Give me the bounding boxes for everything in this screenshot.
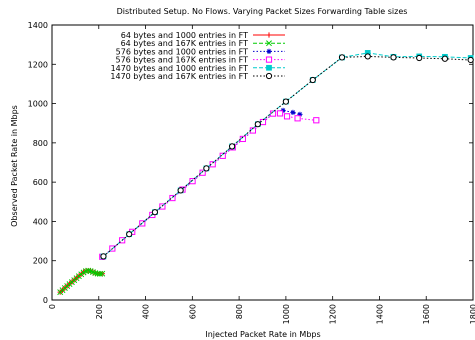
data-point [94,270,101,277]
data-point [189,178,196,185]
y-tick-label: 0 [43,296,48,305]
data-point [126,231,133,238]
legend-label: 64 bytes and 1000 entries in FT [121,31,248,40]
x-tick-label: 200 [95,304,104,319]
y-tick-label: 800 [33,139,48,148]
legend-item: 1470 bytes and 167K entries in FT [110,72,285,81]
data-point [441,55,449,62]
data-point [276,110,284,117]
plot-border [51,24,474,301]
data-point [169,194,176,202]
legend-label: 576 bytes and 1000 entries in FT [116,47,248,56]
data-point [294,115,301,122]
series-4 [99,110,320,260]
x-axis-label: Injected Packet Rate in Mbps [205,330,320,339]
legend-marker [265,72,273,80]
legend-label: 576 bytes and 167K entries in FT [115,56,248,65]
data-point [199,169,206,176]
data-point [283,113,291,120]
data-point [338,54,346,61]
legend-label: 1470 bytes and 1000 entries in FT [111,64,249,73]
legend-marker [266,64,272,71]
x-tick-label: 1800 [469,304,475,324]
series-line [101,112,317,258]
series-line [103,55,471,257]
legend-label: 1470 bytes and 167K entries in FT [110,72,248,81]
data-point [96,270,103,277]
data-point [364,53,371,60]
data-point [219,152,226,159]
chart-title: Distributed Setup. No Flows. Varying Pac… [117,7,408,16]
data-point [209,161,216,168]
x-tick-label: 800 [235,304,244,319]
data-point [309,76,316,84]
series-6 [100,53,474,260]
legend-item: 576 bytes and 1000 entries in FT [116,47,285,56]
plot-frame [51,24,474,301]
data-point [203,165,210,172]
legend-marker [266,32,272,38]
x-tick-label: 1400 [375,304,384,324]
y-tick-label: 600 [33,178,48,187]
legend-item: 1470 bytes and 1000 entries in FT [111,64,285,73]
y-tick-label: 1000 [28,100,48,109]
series-2 [57,267,106,296]
x-tick-label: 400 [142,304,151,319]
series-layer [57,50,474,296]
legend-marker [266,48,272,54]
legend-marker [265,56,273,63]
y-tick-label: 400 [33,217,48,226]
data-point [467,56,474,64]
data-point [390,54,397,61]
x-tick-label: 0 [48,304,57,309]
x-tick-label: 600 [188,304,197,319]
y-tick-label: 200 [33,257,48,266]
data-point [228,143,236,150]
data-point [282,98,289,105]
data-point [290,109,296,116]
legend-label: 64 bytes and 167K entries in FT [121,39,249,48]
data-point [177,187,184,194]
x-tick-label: 1600 [422,304,431,324]
data-point [100,253,107,260]
legend-item: 64 bytes and 167K entries in FT [121,39,285,48]
y-tick-label: 1200 [28,60,48,69]
series-line [103,52,471,257]
legend-item: 576 bytes and 167K entries in FT [115,56,285,65]
data-point [99,270,106,277]
data-point [416,54,423,62]
legend-marker [266,40,272,47]
data-point [313,117,320,124]
x-tick-label: 1000 [282,304,291,324]
data-point [159,203,166,210]
y-tick-label: 1400 [28,21,48,30]
data-point [254,121,261,128]
y-axis-label: Observed Packet Rate in Mbps [10,105,19,227]
axis-ticks: 0 200 400 600 800 1000 1200 1400 1600 1800 0 200 400… [28,21,475,324]
data-point [151,209,159,216]
series-5 [100,50,474,260]
legend-item: 64 bytes and 1000 entries in FT [121,31,285,40]
x-tick-label: 1200 [329,304,338,324]
